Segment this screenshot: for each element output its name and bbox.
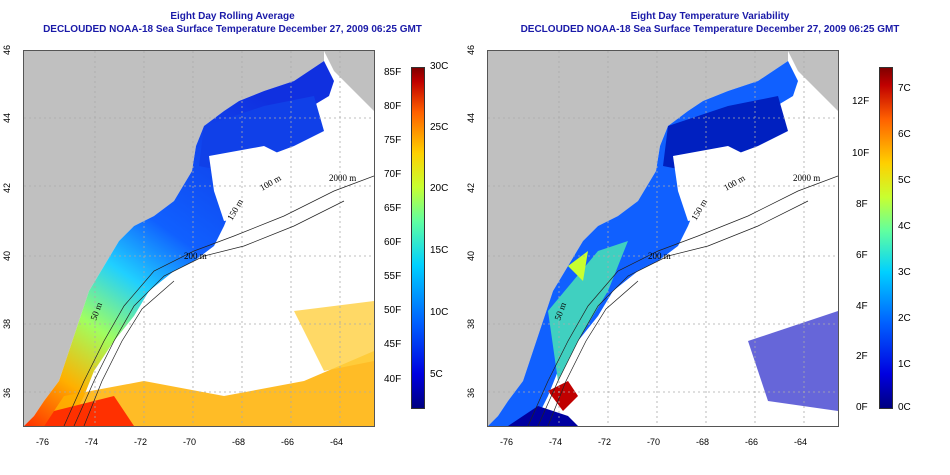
colorbar-c-label: 3C: [898, 267, 911, 278]
x-tick: -68: [696, 437, 710, 447]
y-tick: 40: [466, 250, 477, 262]
colorbar-f-label: 85F: [384, 67, 402, 78]
colorbar-f-label: 8F: [856, 199, 868, 210]
isobath-200m: 200 m: [184, 251, 207, 261]
y-tick: 36: [2, 387, 13, 399]
x-tick: -64: [794, 437, 808, 447]
y-tick: 38: [466, 318, 477, 330]
sst-average-map-graphic: 2000 m 200 m 50 m 150 m 100 m: [24, 51, 374, 426]
x-tick: -70: [647, 437, 661, 447]
colorbar-c-label: 20C: [430, 183, 449, 194]
colorbar-f-label: 75F: [384, 135, 402, 146]
x-tick: -76: [500, 437, 514, 447]
x-tick: -66: [281, 437, 295, 447]
x-tick: -72: [598, 437, 612, 447]
sst-variability-map: 2000 m 200 m 50 m 150 m 100 m: [487, 50, 839, 427]
panel2-title: Eight Day Temperature Variability DECLOU…: [470, 10, 950, 36]
x-tick: -64: [330, 437, 344, 447]
land-mass: [24, 51, 324, 426]
y-tick: 42: [2, 182, 13, 194]
colorbar-f-label: 65F: [384, 203, 402, 214]
panel1-title-line2: DECLOUDED NOAA-18 Sea Surface Temperatur…: [43, 24, 422, 35]
panel2-title-line1: Eight Day Temperature Variability: [630, 11, 790, 22]
isobath-200m: 200 m: [648, 251, 671, 261]
sst-variability-map-graphic: 2000 m 200 m 50 m 150 m 100 m: [488, 51, 838, 426]
x-tick: -74: [85, 437, 99, 447]
colorbar-f-label: 2F: [856, 351, 868, 362]
y-tick: 38: [2, 318, 13, 330]
x-tick: -76: [36, 437, 50, 447]
panel1-title-line1: Eight Day Rolling Average: [170, 11, 295, 22]
x-tick: -68: [232, 437, 246, 447]
panel2-title-line2: DECLOUDED NOAA-18 Sea Surface Temperatur…: [520, 24, 900, 35]
colorbar-c-label: 2C: [898, 313, 911, 324]
y-tick: 44: [2, 112, 13, 124]
colorbar-c-label: 1C: [898, 359, 911, 370]
colorbar-c-label: 15C: [430, 245, 449, 256]
x-tick: -66: [745, 437, 759, 447]
colorbar-c-label: 6C: [898, 129, 911, 140]
colorbar-f-label: 80F: [384, 101, 402, 112]
colorbar-c-label: 25C: [430, 122, 449, 133]
y-tick: 42: [466, 182, 477, 194]
colorbar-f-label: 55F: [384, 271, 402, 282]
isobath-2000m: 2000 m: [793, 173, 820, 183]
colorbar-c-label: 0C: [898, 402, 911, 413]
temperature-colorbar: [411, 67, 425, 409]
colorbar-c-label: 10C: [430, 307, 449, 318]
colorbar-f-label: 4F: [856, 301, 868, 312]
colorbar-f-label: 6F: [856, 250, 868, 261]
colorbar-c-label: 5C: [898, 175, 911, 186]
colorbar-f-label: 40F: [384, 374, 402, 385]
x-tick: -70: [183, 437, 197, 447]
isobath-2000m: 2000 m: [329, 173, 356, 183]
land-mass: [488, 51, 788, 426]
colorbar-f-label: 12F: [852, 96, 870, 107]
colorbar-f-label: 60F: [384, 237, 402, 248]
colorbar-f-label: 70F: [384, 169, 402, 180]
colorbar-f-label: 45F: [384, 339, 402, 350]
x-tick: -72: [134, 437, 148, 447]
y-tick: 44: [466, 112, 477, 124]
panel1-title: Eight Day Rolling Average DECLOUDED NOAA…: [0, 10, 465, 36]
colorbar-c-label: 4C: [898, 221, 911, 232]
y-tick: 36: [466, 387, 477, 399]
sst-average-map: 2000 m 200 m 50 m 150 m 100 m: [23, 50, 375, 427]
y-tick: 46: [2, 44, 13, 56]
colorbar-f-label: 0F: [856, 402, 868, 413]
x-tick: -74: [549, 437, 563, 447]
y-tick: 40: [2, 250, 13, 262]
colorbar-c-label: 30C: [430, 61, 449, 72]
variability-colorbar: [879, 67, 893, 409]
colorbar-f-label: 50F: [384, 305, 402, 316]
colorbar-c-label: 7C: [898, 83, 911, 94]
colorbar-c-label: 5C: [430, 369, 443, 380]
colorbar-f-label: 10F: [852, 148, 870, 159]
y-tick: 46: [466, 44, 477, 56]
